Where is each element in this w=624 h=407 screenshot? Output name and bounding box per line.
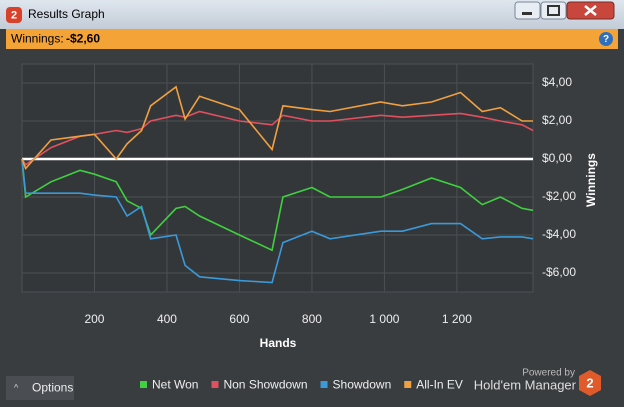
app-icon-text: 2 — [11, 9, 17, 21]
plot-area — [21, 63, 534, 293]
legend-swatch — [320, 381, 328, 388]
powered-by: Powered by — [522, 368, 575, 379]
legend-swatch — [404, 381, 412, 388]
options-button[interactable] — [6, 376, 74, 400]
help-text: ? — [603, 34, 609, 45]
brand-logo-text: 2 — [586, 375, 593, 390]
legend-swatch — [140, 381, 147, 388]
x-tick-label: 600 — [229, 312, 249, 326]
series-line — [21, 158, 534, 252]
maximize-button[interactable] — [540, 1, 567, 20]
window-title: Results Graph — [28, 7, 105, 21]
winnings-value: -$2,60 — [66, 32, 100, 46]
y-tick-label: $2,00 — [542, 113, 572, 127]
legend-label: Net Won — [152, 378, 198, 392]
maximize-icon — [547, 5, 560, 16]
legend-label: Non Showdown — [223, 378, 307, 392]
y-tick-label: $0,00 — [542, 151, 572, 165]
y-tick-label: -$4,00 — [542, 227, 576, 241]
x-tick-label: 200 — [84, 312, 104, 326]
winnings-bar — [6, 29, 618, 49]
x-tick-label: 1 200 — [442, 312, 472, 326]
options-arrow: ^ — [14, 382, 19, 392]
x-axis-label: Hands — [260, 336, 297, 350]
options-text: Options — [32, 381, 73, 395]
brand: Hold'em Manager — [474, 377, 577, 392]
brand-logo — [579, 370, 601, 396]
minimize-button[interactable] — [514, 1, 541, 20]
y-tick-label: -$6,00 — [542, 265, 576, 279]
x-tick-label: 400 — [157, 312, 177, 326]
y-tick-label: -$2,00 — [542, 189, 576, 203]
help-button[interactable] — [599, 32, 613, 46]
legend-label: All-In EV — [416, 378, 463, 392]
minimize-icon — [522, 12, 532, 15]
app-icon — [6, 7, 22, 23]
close-icon — [584, 5, 597, 16]
series-line — [21, 158, 534, 284]
winnings-label: Winnings: — [11, 32, 64, 46]
plot: $4,00 $2,00 $0,00 -$2,00 -$4,00 -$6,00 200 400 6… — [21, 63, 598, 350]
legend-swatch — [211, 381, 219, 388]
legend-label: Showdown — [333, 378, 392, 392]
y-tick-label: $4,00 — [542, 75, 572, 89]
y-axis-label: Winnings — [584, 153, 598, 207]
x-tick-label: 1 000 — [369, 312, 399, 326]
series-line — [21, 85, 533, 171]
x-tick-label: 800 — [302, 312, 322, 326]
